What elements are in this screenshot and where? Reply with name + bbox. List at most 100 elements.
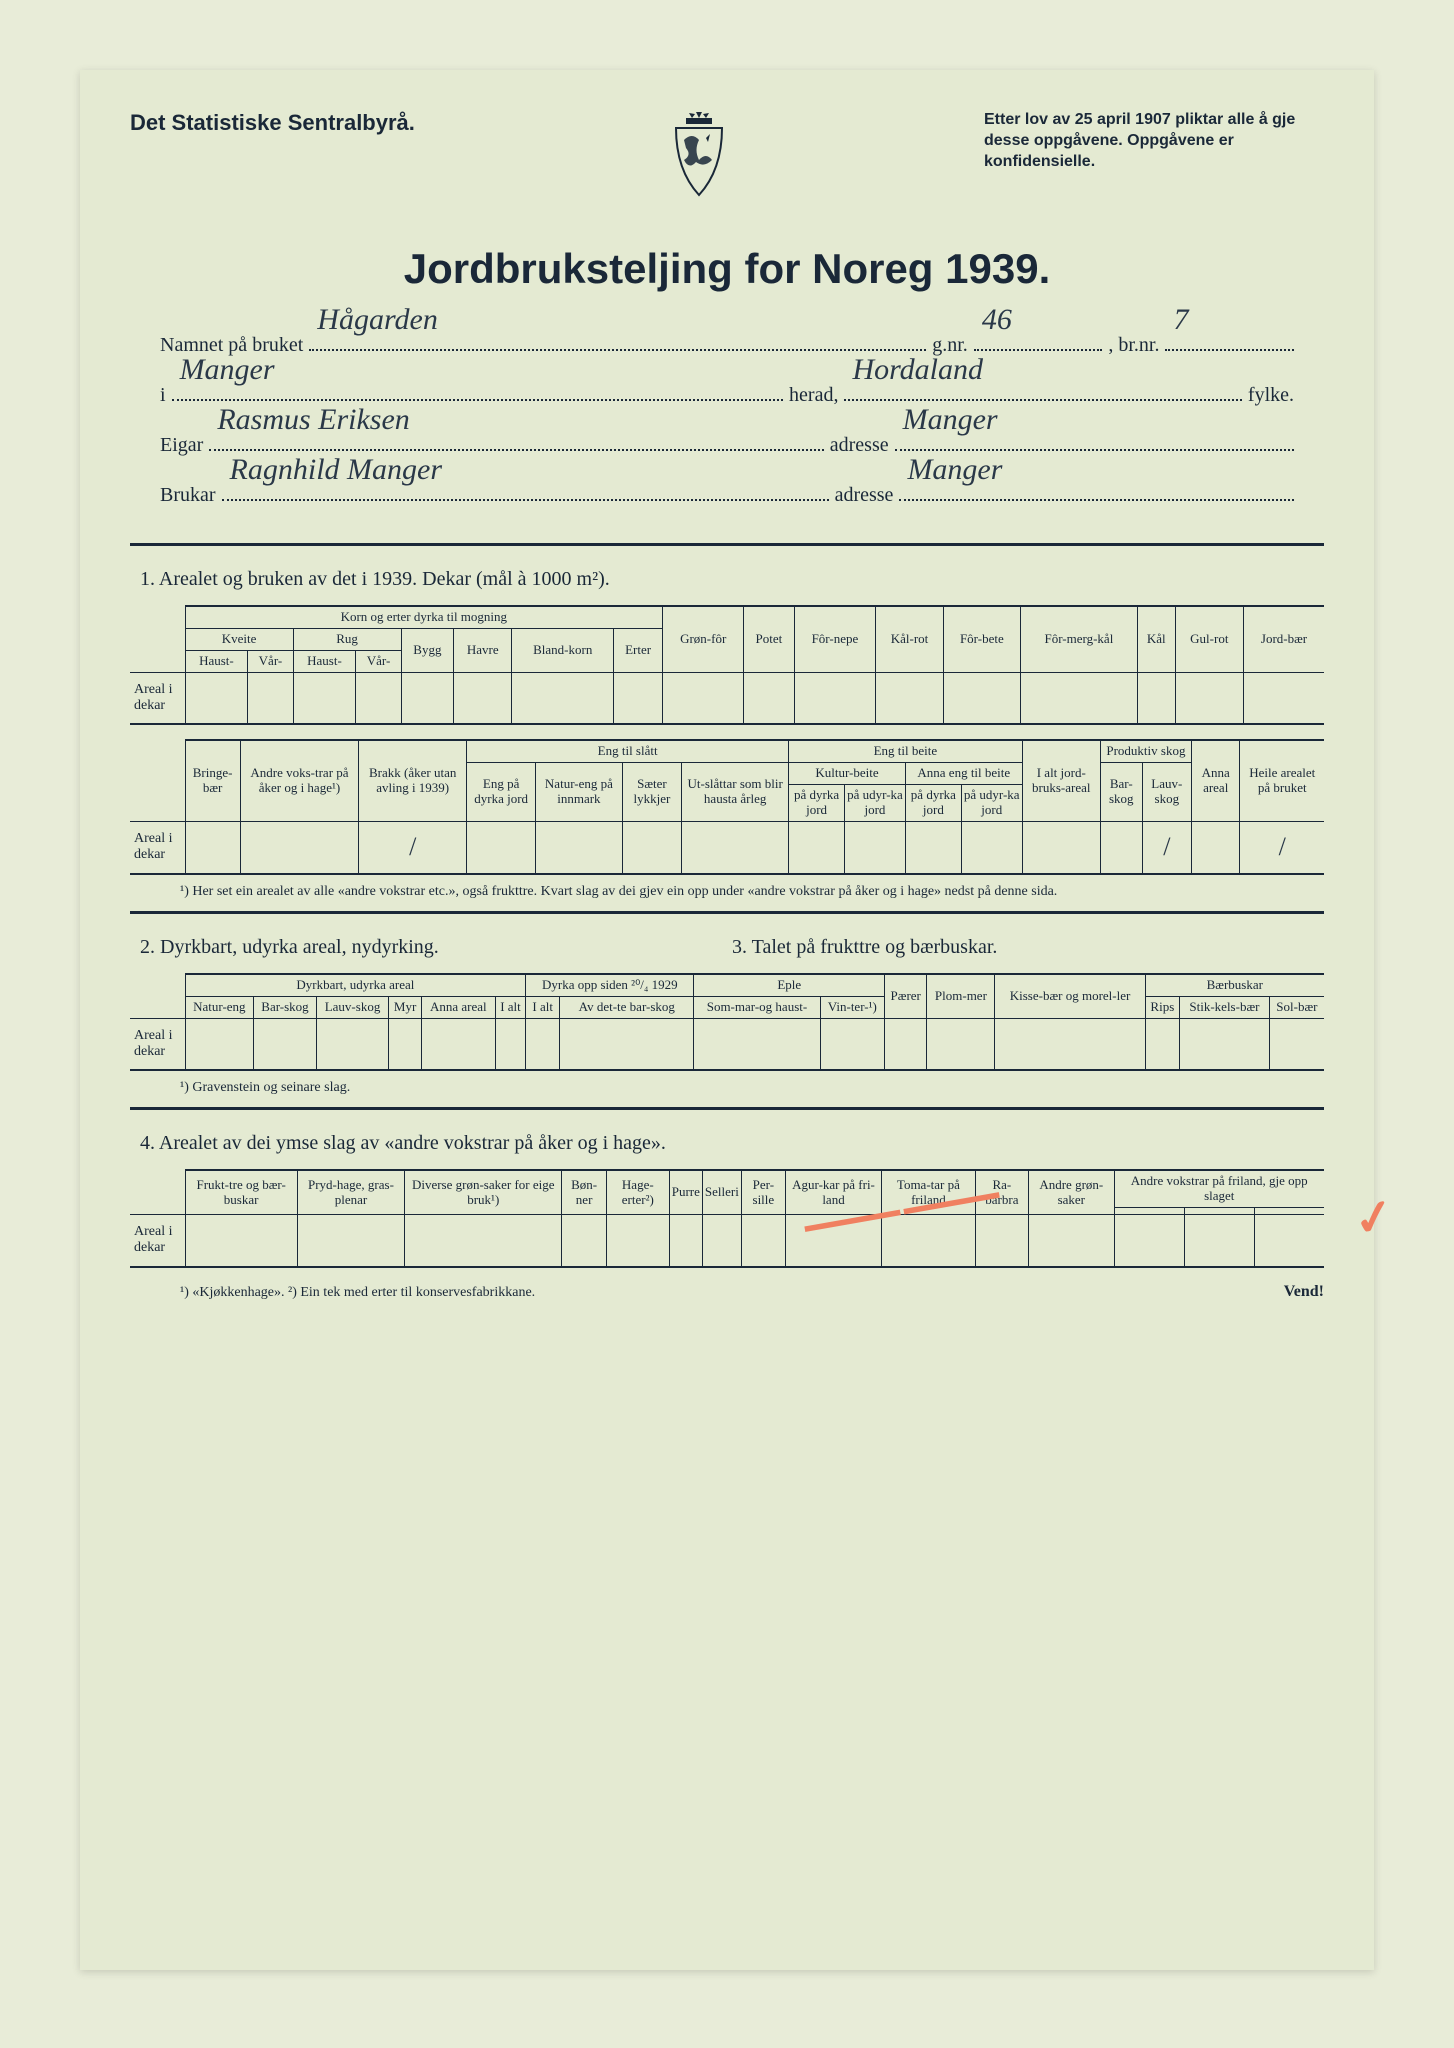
vend-label: Vend! [1284,1283,1324,1301]
adresse2-value: Manger [907,437,1002,503]
footnote-2: ¹) Gravenstein og seinare slag. [180,1079,1324,1097]
table-1b: Bringe-bær Andre voks-trar på åker og i … [130,739,1324,874]
mark-c16: / [1279,832,1286,861]
eng-beite-group: Eng til beite [789,740,1023,762]
bruket-value: Hågarden [317,287,438,353]
forbete-col: Fôr-bete [943,606,1020,672]
purre-col: Purre [669,1170,702,1214]
mark-c3: / [409,832,416,861]
eple-group: Eple [694,974,885,996]
erter-col: Erter [614,628,663,672]
ialt-jord-col: I alt jord-bruks-areal [1022,740,1100,821]
row-label-1b: Areal i dekar [130,822,185,874]
rug-col: Rug [293,628,401,650]
section-2-title: 2. Dyrkbart, udyrka areal, nydyrking. [140,936,732,959]
andre-vokstrar-col: Andre voks-trar på åker og i hage¹) [240,740,359,821]
korn-group: Korn og erter dyrka til mogning [185,606,663,628]
kb-udyrka: på udyr-ka jord [845,785,906,822]
census-form-page: Det Statistiske Sentralbyrå. Etter lov a… [80,70,1374,1970]
andre-gronsaker-col: Andre grøn-saker [1029,1170,1114,1214]
bringebaer-col: Bringe-bær [185,740,240,821]
bygg-col: Bygg [401,628,454,672]
barskog2-col: Bar-skog [254,996,317,1018]
row-label-4: Areal i dekar [130,1215,185,1267]
identity-fields: Namnet på bruket Hågarden g.nr. 46 , br.… [130,323,1324,546]
utslattar-col: Ut-slåttar som blir hausta årleg [682,763,789,822]
adresse1-label: adresse [830,423,889,467]
gronfor-col: Grøn-fôr [663,606,744,672]
ab-dyrka: på dyrka jord [905,785,961,822]
gnr-value: 46 [982,287,1012,353]
table-2-3: Dyrkbart, udyrka areal Dyrka opp siden ²… [130,973,1324,1071]
herad-label: herad, [789,373,838,417]
barskog-col: Bar-skog [1100,763,1142,822]
stikkelsbaer-col: Stik-kels-bær [1180,996,1270,1018]
andre-vokstrar-group: Andre vokstrar på friland, gje opp slage… [1114,1170,1324,1207]
prod-skog-group: Produktiv skog [1100,740,1191,762]
jordbaer-col: Jord-bær [1244,606,1324,672]
plommer-col: Plom-mer [927,974,995,1018]
brukar-label: Brukar [160,473,216,517]
mark-c14: / [1163,832,1170,861]
paerer-col: Pærer [885,974,927,1018]
selleri-col: Selleri [702,1170,741,1214]
kalrot-col: Kål-rot [876,606,943,672]
anna-areal2-col: Anna areal [421,996,495,1018]
fylke-label: fylke. [1248,373,1294,417]
section-4-title: 4. Arealet av dei ymse slag av «andre vo… [140,1132,1324,1155]
footnote-1: ¹) Her set ein arealet av alle «andre vo… [180,883,1324,901]
rug-var: Vår- [356,650,401,672]
i-label: i [160,373,166,417]
saeter-col: Sæter lykkjer [622,763,681,822]
dyrka-opp-group: Dyrka opp siden ²⁰/₄ 1929 [526,974,694,996]
rug-haust: Haust- [293,650,356,672]
solbaer-col: Sol-bær [1269,996,1324,1018]
gulrot-col: Gul-rot [1175,606,1244,672]
rips-col: Rips [1145,996,1179,1018]
sommar-col: Som-mar-og haust- [694,996,820,1018]
table-4: Frukt-tre og bær-buskar Pryd-hage, gras-… [130,1169,1324,1267]
agency-name: Det Statistiske Sentralbyrå. [130,110,415,136]
lauvskog-col: Lauv-skog [1142,763,1191,822]
diverse-col: Diverse grøn-saker for eige bruk¹) [405,1170,562,1214]
fornepe-col: Fôr-nepe [794,606,876,672]
kal-col: Kål [1137,606,1175,672]
kv-haust: Haust- [185,650,248,672]
header: Det Statistiske Sentralbyrå. Etter lov a… [130,110,1324,205]
vinter-col: Vin-ter-¹) [820,996,885,1018]
natureng-col: Natur-eng [185,996,254,1018]
kb-dyrka: på dyrka jord [789,785,845,822]
legal-note: Etter lov av 25 april 1907 pliktar alle … [984,110,1324,172]
prydhage-col: Pryd-hage, gras-plenar [297,1170,404,1214]
eigar-label: Eigar [160,423,203,467]
kv-var: Vår- [248,650,293,672]
dyrkbart-group: Dyrkbart, udyrka areal [185,974,526,996]
anna-areal-col: Anna areal [1191,740,1239,821]
natureng-col: Natur-eng på innmark [536,763,623,822]
heile-col: Heile arealet på bruket [1240,740,1324,821]
ialt2-col: I alt [495,996,526,1018]
myr-col: Myr [389,996,422,1018]
rabarbra-col: Ra-barbra [975,1170,1028,1214]
baerbuskar-group: Bærbuskar [1145,974,1324,996]
brnr-value: 7 [1173,287,1188,353]
brakk-col: Brakk (åker utan avling i 1939) [359,740,467,821]
agurkar-col: Agur-kar på fri-land [785,1170,881,1214]
tomatar-col: Toma-tar på friland [882,1170,976,1214]
anna-beite-col: Anna eng til beite [905,763,1022,785]
table-1a: Korn og erter dyrka til mogning Grøn-fôr… [130,605,1324,725]
potet-col: Potet [744,606,794,672]
persille-col: Per-sille [741,1170,785,1214]
red-pencil-mark-2: ✓ [1349,1187,1398,1249]
kveite-col: Kveite [185,628,293,650]
havre-col: Havre [454,628,512,672]
frukttre-col: Frukt-tre og bær-buskar [185,1170,297,1214]
blandkorn-col: Bland-korn [512,628,614,672]
section-1-title: 1. Arealet og bruken av det i 1939. Deka… [140,568,1324,591]
kissebaer-col: Kisse-bær og morel-ler [995,974,1145,1018]
brnr-label: , br.nr. [1108,323,1159,367]
ialt3-col: I alt [526,996,560,1018]
section-3-title: 3. Talet på frukttre og bærbuskar. [732,936,1324,959]
page-title: Jordbruksteljing for Noreg 1939. [130,245,1324,293]
ab-udyrka: på udyr-ka jord [961,785,1022,822]
